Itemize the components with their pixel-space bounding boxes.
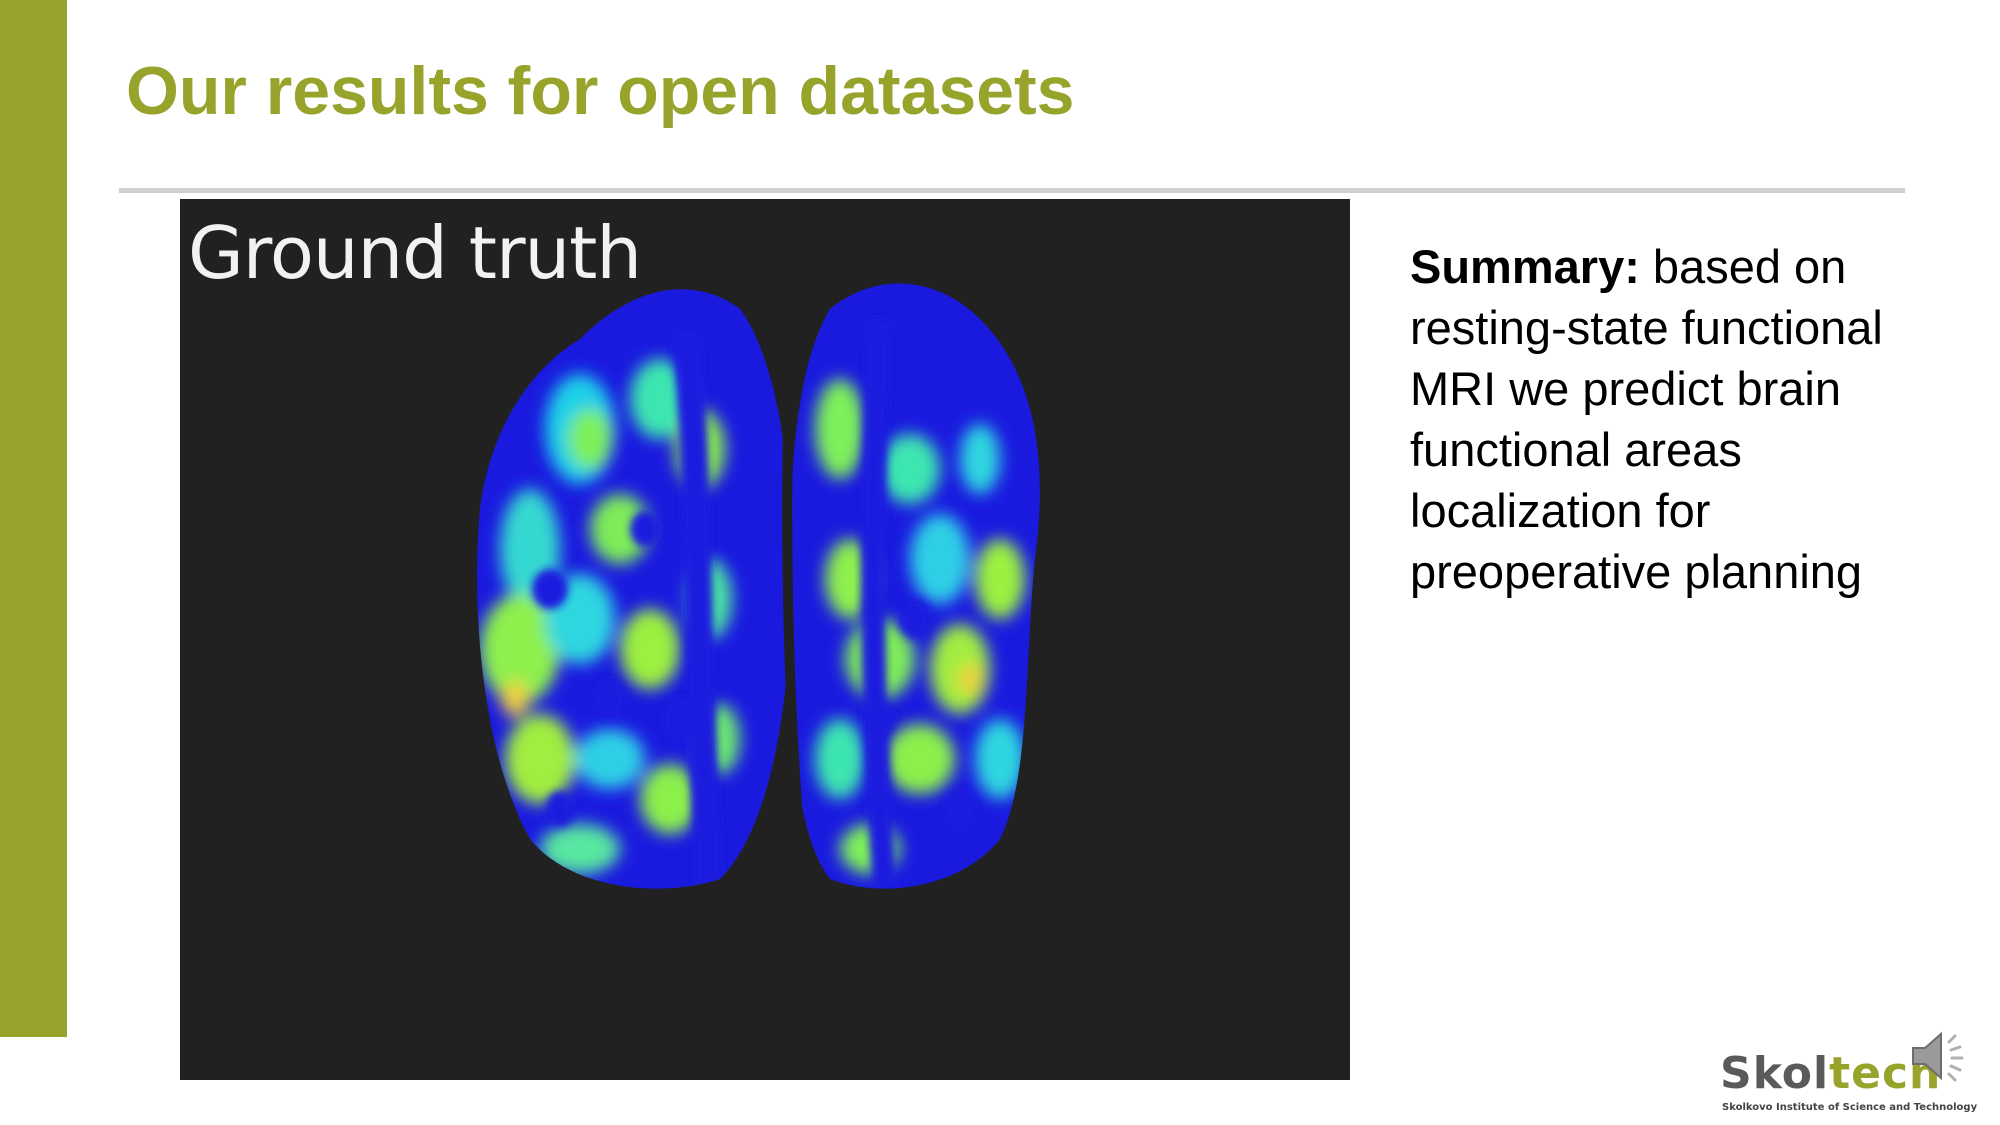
slide-title: Our results for open datasets <box>126 53 1075 129</box>
brain-figure: Ground truth <box>180 199 1350 1080</box>
brain-rendering <box>477 283 1040 900</box>
logo-text-part1: Skol <box>1720 1048 1830 1099</box>
summary-paragraph: Summary: based on resting-state function… <box>1410 236 1970 602</box>
summary-heading: Summary: <box>1410 240 1640 293</box>
speaker-icon[interactable] <box>1905 1020 1977 1092</box>
summary-text: based on resting-state functional MRI we… <box>1410 240 1883 598</box>
logo-subtitle: Skolkovo Institute of Science and Techno… <box>1722 1102 1978 1113</box>
accent-side-bar <box>0 0 67 1037</box>
skoltech-logo: Skoltech <box>1720 1052 1941 1096</box>
figure-label: Ground truth <box>188 211 642 295</box>
title-divider <box>119 188 1905 193</box>
